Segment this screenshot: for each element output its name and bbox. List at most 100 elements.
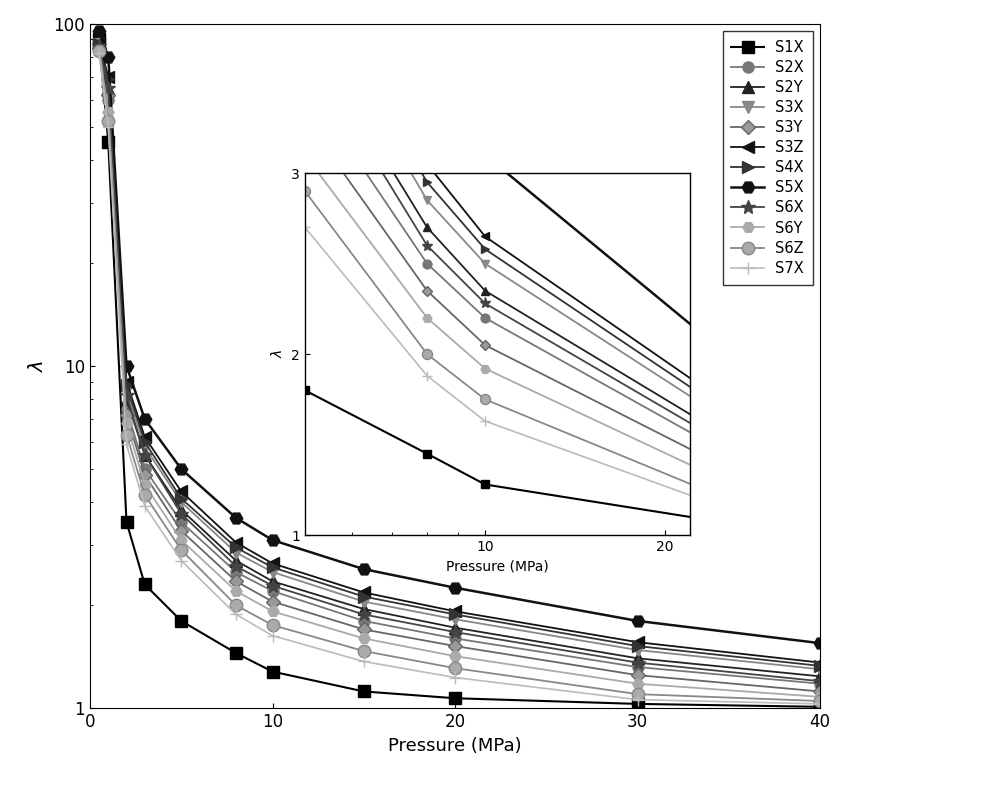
S6Z <box>449 663 461 673</box>
S6X <box>102 83 114 92</box>
S3X <box>814 664 826 674</box>
S3X <box>230 548 242 557</box>
S6Y <box>230 586 242 596</box>
S3Z <box>230 538 242 547</box>
S5X <box>632 616 644 626</box>
S6X <box>120 390 132 400</box>
S2X <box>632 663 644 672</box>
S2X <box>230 567 242 577</box>
S5X <box>93 27 105 36</box>
S3Y <box>93 43 105 53</box>
S4X <box>449 610 461 619</box>
Line: S2X: S2X <box>94 37 826 689</box>
S3Y <box>102 90 114 99</box>
S7X <box>93 48 105 57</box>
S6Y <box>102 108 114 117</box>
S3Y <box>814 687 826 696</box>
S6Z <box>814 696 826 706</box>
S3Y <box>358 625 370 634</box>
S5X <box>120 361 132 371</box>
S5X <box>102 52 114 61</box>
S1X <box>814 702 826 711</box>
S6Y <box>120 419 132 428</box>
S6X <box>175 509 187 519</box>
S2Y <box>266 577 278 586</box>
Line: S6Y: S6Y <box>94 44 826 703</box>
Line: S6X: S6X <box>92 39 827 688</box>
S2Y <box>175 505 187 515</box>
S3X <box>120 386 132 395</box>
S3Y <box>230 577 242 586</box>
S3Y <box>266 597 278 606</box>
S2X <box>139 464 151 474</box>
S6Z <box>266 620 278 630</box>
S2Y <box>102 83 114 92</box>
S6X <box>358 610 370 619</box>
S1X <box>120 517 132 527</box>
S5X <box>139 414 151 423</box>
S7X <box>266 631 278 641</box>
Line: S5X: S5X <box>93 25 826 649</box>
S1X <box>230 648 242 658</box>
S2X <box>120 404 132 413</box>
S3Y <box>120 410 132 419</box>
S6Z <box>93 46 105 56</box>
S3Z <box>266 559 278 568</box>
S3Z <box>175 486 187 496</box>
S6Y <box>449 652 461 661</box>
S6Z <box>632 689 644 699</box>
S4X <box>102 74 114 83</box>
S2Y <box>449 623 461 633</box>
S4X <box>358 592 370 601</box>
S1X <box>93 35 105 44</box>
S3Z <box>814 658 826 667</box>
S3X <box>102 76 114 86</box>
S3X <box>449 615 461 624</box>
S2Y <box>632 653 644 663</box>
Line: S4X: S4X <box>94 39 826 671</box>
S3X <box>175 497 187 507</box>
S7X <box>632 695 644 704</box>
S7X <box>449 673 461 682</box>
S6Y <box>93 45 105 54</box>
Y-axis label: λ: λ <box>29 360 48 371</box>
S6Z <box>230 600 242 610</box>
S2Y <box>358 604 370 614</box>
Legend: S1X, S2X, S2Y, S3X, S3Y, S3Z, S4X, S5X, S6X, S6Y, S6Z, S7X: S1X, S2X, S2Y, S3X, S3Y, S3Z, S4X, S5X, … <box>723 31 813 285</box>
S5X <box>175 464 187 474</box>
S5X <box>230 513 242 523</box>
Line: S2Y: S2Y <box>94 37 826 682</box>
Line: S7X: S7X <box>93 47 826 710</box>
S3Y <box>632 671 644 680</box>
S4X <box>632 641 644 651</box>
S1X <box>175 616 187 626</box>
S4X <box>175 493 187 503</box>
S2Y <box>814 671 826 681</box>
S6X <box>139 450 151 460</box>
X-axis label: Pressure (MPa): Pressure (MPa) <box>446 560 549 574</box>
S4X <box>266 563 278 572</box>
Line: S3Z: S3Z <box>94 37 826 668</box>
S3Z <box>449 607 461 616</box>
S2X <box>93 38 105 47</box>
S4X <box>230 543 242 552</box>
S7X <box>120 440 132 449</box>
X-axis label: Pressure (MPa): Pressure (MPa) <box>388 737 522 755</box>
S6Y <box>139 480 151 490</box>
S2X <box>449 634 461 643</box>
S2X <box>175 517 187 527</box>
S3X <box>632 645 644 655</box>
S3Y <box>139 471 151 480</box>
S3X <box>139 442 151 452</box>
S6X <box>230 561 242 571</box>
S2Y <box>230 556 242 565</box>
S5X <box>449 583 461 593</box>
S2X <box>266 586 278 596</box>
S3Z <box>632 637 644 647</box>
S3Y <box>449 641 461 651</box>
S7X <box>230 610 242 619</box>
S5X <box>814 638 826 648</box>
S3Y <box>175 526 187 535</box>
S1X <box>632 699 644 708</box>
S3Z <box>102 72 114 81</box>
